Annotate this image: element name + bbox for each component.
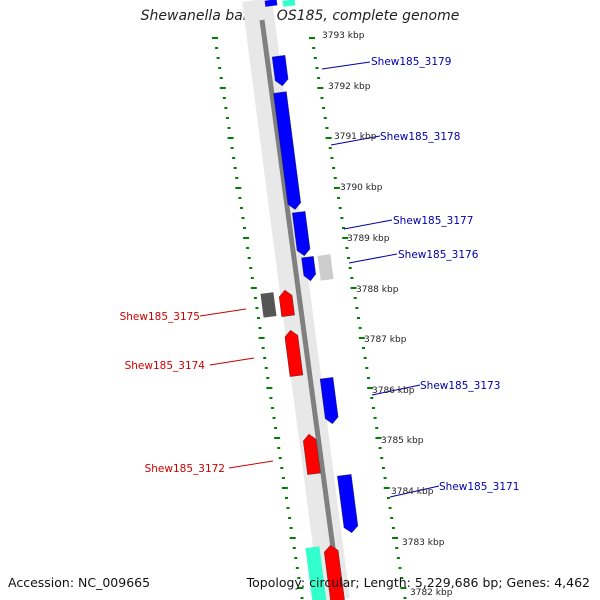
gene-label: Shew185_3179: [371, 56, 451, 68]
pseudo-gene-block: [260, 292, 277, 318]
gene-label: Shew185_3174: [125, 360, 206, 372]
gene-label-leader: [371, 384, 421, 396]
topology-text: Topology: circular; Length: 5,229,686 bp…: [246, 575, 590, 590]
forward-gene-arrow: [271, 55, 289, 87]
feature-track: [260, 0, 359, 600]
tick-label: 3786 kbp: [372, 386, 415, 396]
rna-feature: [305, 546, 327, 600]
tick-label: 3784 kbp: [391, 487, 434, 497]
forward-gene-arrow: [301, 256, 316, 282]
pseudo-gene-block: [317, 254, 334, 281]
forward-gene-arrow: [264, 0, 278, 7]
tick-label: 3793 kbp: [322, 31, 365, 41]
tick-label: 3788 kbp: [356, 285, 399, 295]
backbone-line: [259, 19, 343, 600]
forward-gene-arrow: [319, 377, 339, 425]
reverse-gene-arrow: [324, 544, 345, 600]
forward-gene-arrow: [273, 91, 301, 210]
gene-label-leader: [199, 308, 247, 317]
forward-gene-arrow: [291, 211, 311, 257]
reverse-gene-arrow: [278, 289, 295, 317]
forward-gene-arrow: [337, 474, 359, 534]
tick-label: 3783 kbp: [402, 538, 445, 548]
tick-label: 3785 kbp: [381, 436, 424, 446]
tick-label: 3790 kbp: [340, 183, 383, 193]
gene-label-leader: [330, 135, 381, 146]
outer-tick-track: [309, 37, 407, 599]
tick-label: 3782 kbp: [410, 588, 453, 598]
accession-text: Accession: NC_009665: [8, 575, 151, 590]
gene-label: Shew185_3177: [393, 215, 473, 227]
gene-labels: Shew185_3179 Shew185_3178 Shew185_3177 Shew…: [120, 56, 519, 498]
gene-label: Shew185_3172: [145, 463, 225, 475]
tick-label: 3791 kbp: [334, 132, 377, 142]
gene-label-leader: [321, 61, 371, 70]
gene-label-leader: [343, 219, 393, 230]
map-title: Shewanella baltica OS185, complete genom…: [140, 8, 460, 24]
inner-tick-track: [212, 37, 304, 599]
gene-label: Shew185_3178: [380, 131, 460, 143]
tick-label: 3789 kbp: [347, 234, 390, 244]
reverse-gene-arrow: [284, 329, 304, 377]
tick-label: 3787 kbp: [364, 335, 407, 345]
gene-label-leader: [389, 485, 440, 498]
gene-label-leader: [348, 253, 398, 264]
backbone-shadow: [242, 0, 350, 600]
gene-label: Shew185_3173: [420, 380, 500, 392]
reverse-gene-arrow: [303, 433, 321, 475]
gene-label-leader: [209, 357, 255, 366]
gene-label: Shew185_3175: [120, 311, 200, 323]
tick-label: 3792 kbp: [328, 82, 371, 92]
rna-feature: [282, 0, 296, 7]
gene-label: Shew185_3171: [439, 481, 519, 493]
gene-label: Shew185_3176: [398, 249, 479, 261]
tick-labels: 3793 kbp 3792 kbp 3791 kbp 3790 kbp 3789 kbp…: [322, 31, 453, 598]
gene-label-leader: [228, 460, 274, 469]
